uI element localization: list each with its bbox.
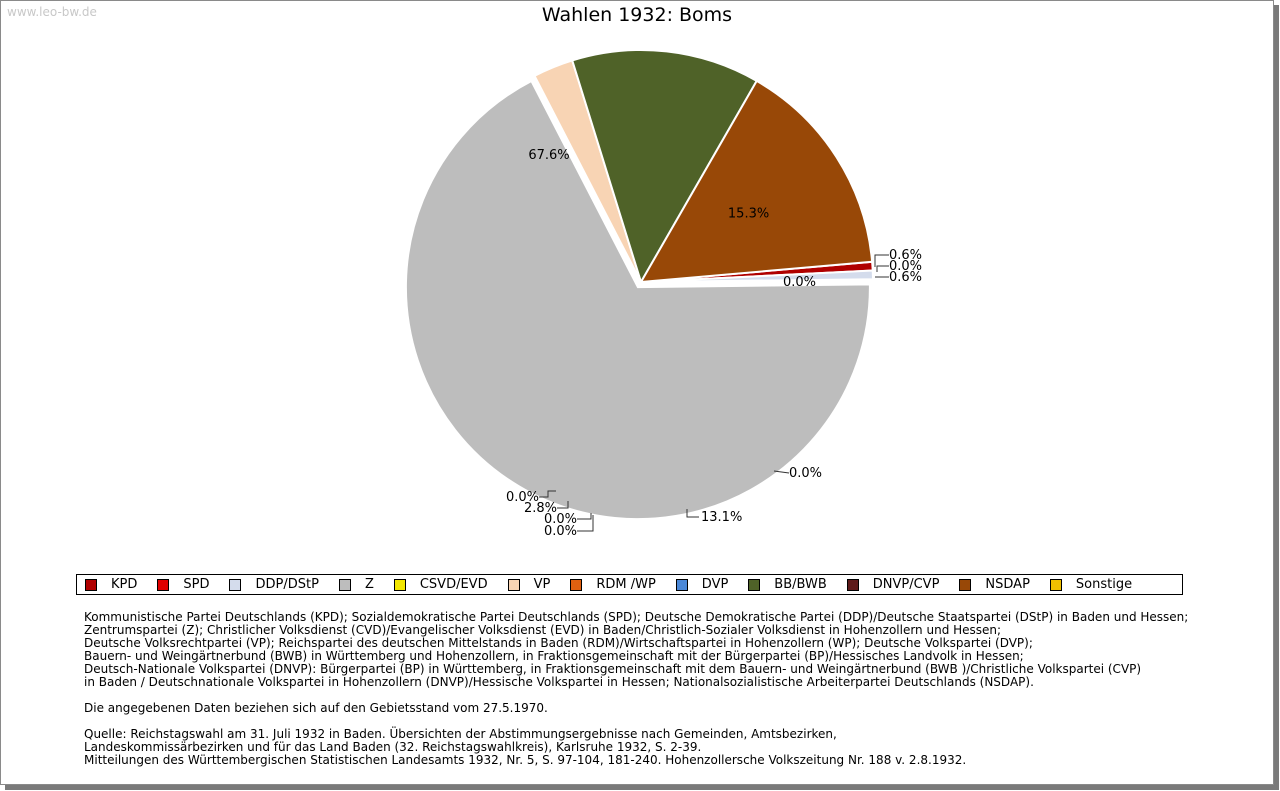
slice-label: 0.0%: [889, 259, 922, 274]
legend-label: Sonstige: [1075, 577, 1133, 592]
notes-stand: Die angegebenen Daten beziehen sich auf …: [84, 701, 548, 715]
legend-label: KPD: [111, 577, 138, 592]
notes-line: in Baden / Deutschnationale Volkspartei …: [84, 675, 1034, 689]
slice-label: 0.0%: [544, 512, 577, 527]
legend-swatch: [570, 578, 583, 591]
label-leader-line: [557, 501, 569, 509]
legend-label: DNVP/CVP: [872, 577, 940, 592]
legend-swatch: [507, 578, 520, 591]
legend-swatch: [748, 578, 761, 591]
pie-slice-ddp-dstp: [640, 269, 874, 283]
label-leader-line: [577, 513, 592, 520]
legend-item: Sonstige: [1042, 577, 1144, 592]
notes-line: Zentrumspartei (Z); Christlicher Volksdi…: [84, 623, 1002, 637]
legend-item: BB/BWB: [740, 577, 838, 592]
source-line: Landeskommissärbezirken und für das Land…: [84, 740, 702, 754]
label-leader-line: [539, 490, 556, 498]
source-line: Mitteilungen des Württembergischen Stati…: [84, 753, 967, 767]
label-leader-line: [577, 515, 594, 532]
legend-swatch: [229, 578, 242, 591]
pie-slice-nsdap: [639, 79, 874, 284]
notes-line: Deutsch-Nationale Volkspartei (DNVP): Bü…: [84, 662, 1142, 676]
pie-slice-z: [404, 79, 871, 521]
legend-swatch: [846, 578, 859, 591]
notes-line: Bauern- und Weingärtnerbund (BWB) in Wür…: [84, 649, 1024, 663]
legend-item: Z: [331, 577, 386, 592]
legend-swatch: [85, 578, 97, 591]
legend-swatch: [157, 578, 170, 591]
legend-swatch: [675, 578, 688, 591]
legend-item: DNVP/CVP: [839, 577, 952, 592]
slice-label: 15.3%: [728, 206, 769, 221]
label-leader-line: [773, 470, 790, 474]
legend-item: DVP: [668, 577, 741, 592]
legend-item: NSDAP: [951, 577, 1042, 592]
label-leader-line: [686, 509, 699, 518]
source-line: Quelle: Reichstagswahl am 31. Juli 1932 …: [84, 727, 837, 741]
legend-label: BB/BWB: [774, 577, 827, 592]
legend-item: RDM /WP: [562, 577, 667, 592]
legend-item: DDP/DStP: [221, 577, 330, 592]
legend-label: Z: [364, 577, 374, 592]
legend-label: NSDAP: [985, 577, 1030, 592]
legend-swatch: [1049, 578, 1062, 591]
slice-label: 0.0%: [783, 275, 816, 290]
label-leader-line: [876, 265, 889, 272]
slice-label: 13.1%: [701, 510, 742, 525]
slice-label: 67.6%: [528, 148, 569, 163]
legend-label: SPD: [183, 577, 210, 592]
slice-label: 0.0%: [506, 490, 539, 505]
notes: Kommunistische Partei Deutschlands (KPD)…: [84, 611, 1234, 767]
legend-item: VP: [500, 577, 563, 592]
chart-title: Wahlen 1932: Boms: [541, 4, 733, 26]
legend-item: CSVD/EVD: [386, 577, 500, 592]
slice-label: 0.0%: [789, 466, 822, 481]
legend-swatch: [338, 578, 351, 591]
legend-swatch: [959, 578, 972, 591]
label-leader-line: [874, 254, 889, 267]
legend-label: DDP/DStP: [255, 577, 319, 592]
slice-label: 0.6%: [889, 248, 922, 263]
legend-label: RDM /WP: [596, 577, 656, 592]
watermark: www.leo-bw.de: [7, 5, 97, 19]
pie-slice-bb-bwb: [570, 49, 759, 285]
notes-line: Kommunistische Partei Deutschlands (KPD)…: [84, 610, 1189, 624]
slice-label: 0.6%: [889, 270, 922, 285]
slice-label: 0.0%: [544, 524, 577, 539]
legend-label: CSVD/EVD: [419, 577, 488, 592]
legend-item: KPD: [77, 577, 149, 592]
legend-label: DVP: [701, 577, 729, 592]
slice-label: 2.8%: [524, 501, 557, 516]
legend-swatch: [393, 578, 406, 591]
notes-line: Deutsche Volksrechtpartei (VP); Reichspa…: [84, 636, 1033, 650]
legend-item: SPD: [149, 577, 221, 592]
legend: KPD SPD DDP/DStP Z CSVD/EVD VP RDM /WP DVP BB/BW…: [76, 574, 1183, 595]
legend-label: VP: [533, 577, 551, 592]
pie-chart: 0.6%0.0%0.6%67.6%0.0%2.8%0.0%0.0%13.1%0.…: [404, 49, 922, 539]
